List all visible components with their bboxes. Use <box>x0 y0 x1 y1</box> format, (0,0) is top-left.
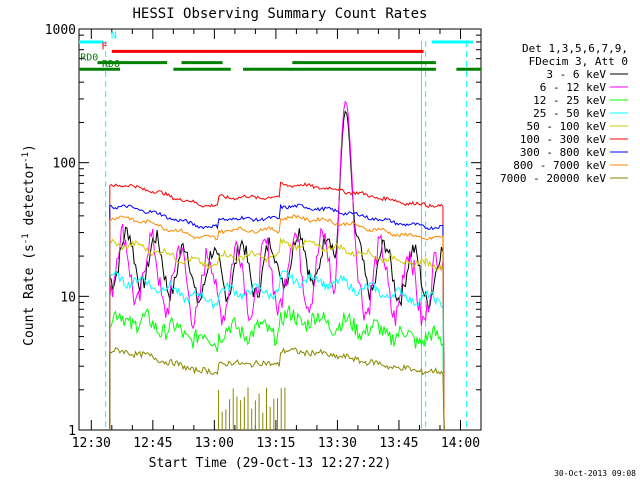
x-axis-label: Start Time (29-Oct-13 12:27:22) <box>149 456 392 471</box>
flag-label: RD6 <box>102 59 120 70</box>
flag-label: F <box>101 41 107 52</box>
series-line-3 <box>109 305 445 431</box>
series-line-1 <box>109 110 445 431</box>
legend-entry-8: 800 - 7000 keV <box>513 159 606 172</box>
flag-label: N <box>111 31 117 42</box>
x-tick-label: 12:45 <box>133 436 172 451</box>
plot-frame <box>78 28 482 431</box>
series-line-5 <box>109 238 445 431</box>
x-tick-label: 12:30 <box>72 436 111 451</box>
legend-header-2: FDecim 3, Att 0 <box>529 55 628 68</box>
legend: Det 1,3,5,6,7,9,FDecim 3, Att 03 - 6 keV… <box>500 42 628 185</box>
y-tick-label: 100 <box>53 157 76 172</box>
y-tick-label: 1000 <box>45 23 76 38</box>
legend-entry-4: 25 - 50 keV <box>533 107 606 120</box>
series-line-9 <box>109 347 445 431</box>
legend-header-1: Det 1,3,5,6,7,9, <box>522 42 628 55</box>
chart-title: HESSI Observing Summary Count Rates <box>132 6 427 22</box>
x-tick-label: 14:00 <box>441 436 480 451</box>
legend-entry-9: 7000 - 20000 keV <box>500 172 606 185</box>
x-tick-label: 13:00 <box>195 436 234 451</box>
x-tick-label: 13:45 <box>379 436 418 451</box>
flag-label: RD0 <box>80 53 98 64</box>
series-line-2 <box>109 100 445 431</box>
y-tick-label: 10 <box>60 290 76 305</box>
x-tick-label: 13:30 <box>318 436 357 451</box>
series-line-4 <box>109 269 445 431</box>
legend-entry-5: 50 - 100 keV <box>527 120 607 133</box>
legend-entry-3: 12 - 25 keV <box>533 94 606 107</box>
legend-entry-7: 300 - 800 keV <box>520 146 606 159</box>
footer-timestamp: 30-Oct-2013 09:08 <box>554 469 636 478</box>
y-axis-label: Count Rate (s-1 detector-1) <box>21 144 37 346</box>
series-line-8 <box>109 214 445 431</box>
series-line-7 <box>109 203 445 431</box>
series-line-6 <box>109 181 445 431</box>
legend-entry-1: 3 - 6 keV <box>546 68 606 81</box>
y-tick-label: 1 <box>68 424 76 439</box>
legend-entry-6: 100 - 300 keV <box>520 133 606 146</box>
plot-area: 1 10 100 1000 12:30 12:45 13:00 13:15 13:30 13:45… <box>45 23 482 451</box>
legend-entry-2: 6 - 12 keV <box>540 81 607 94</box>
x-tick-label: 13:15 <box>256 436 295 451</box>
